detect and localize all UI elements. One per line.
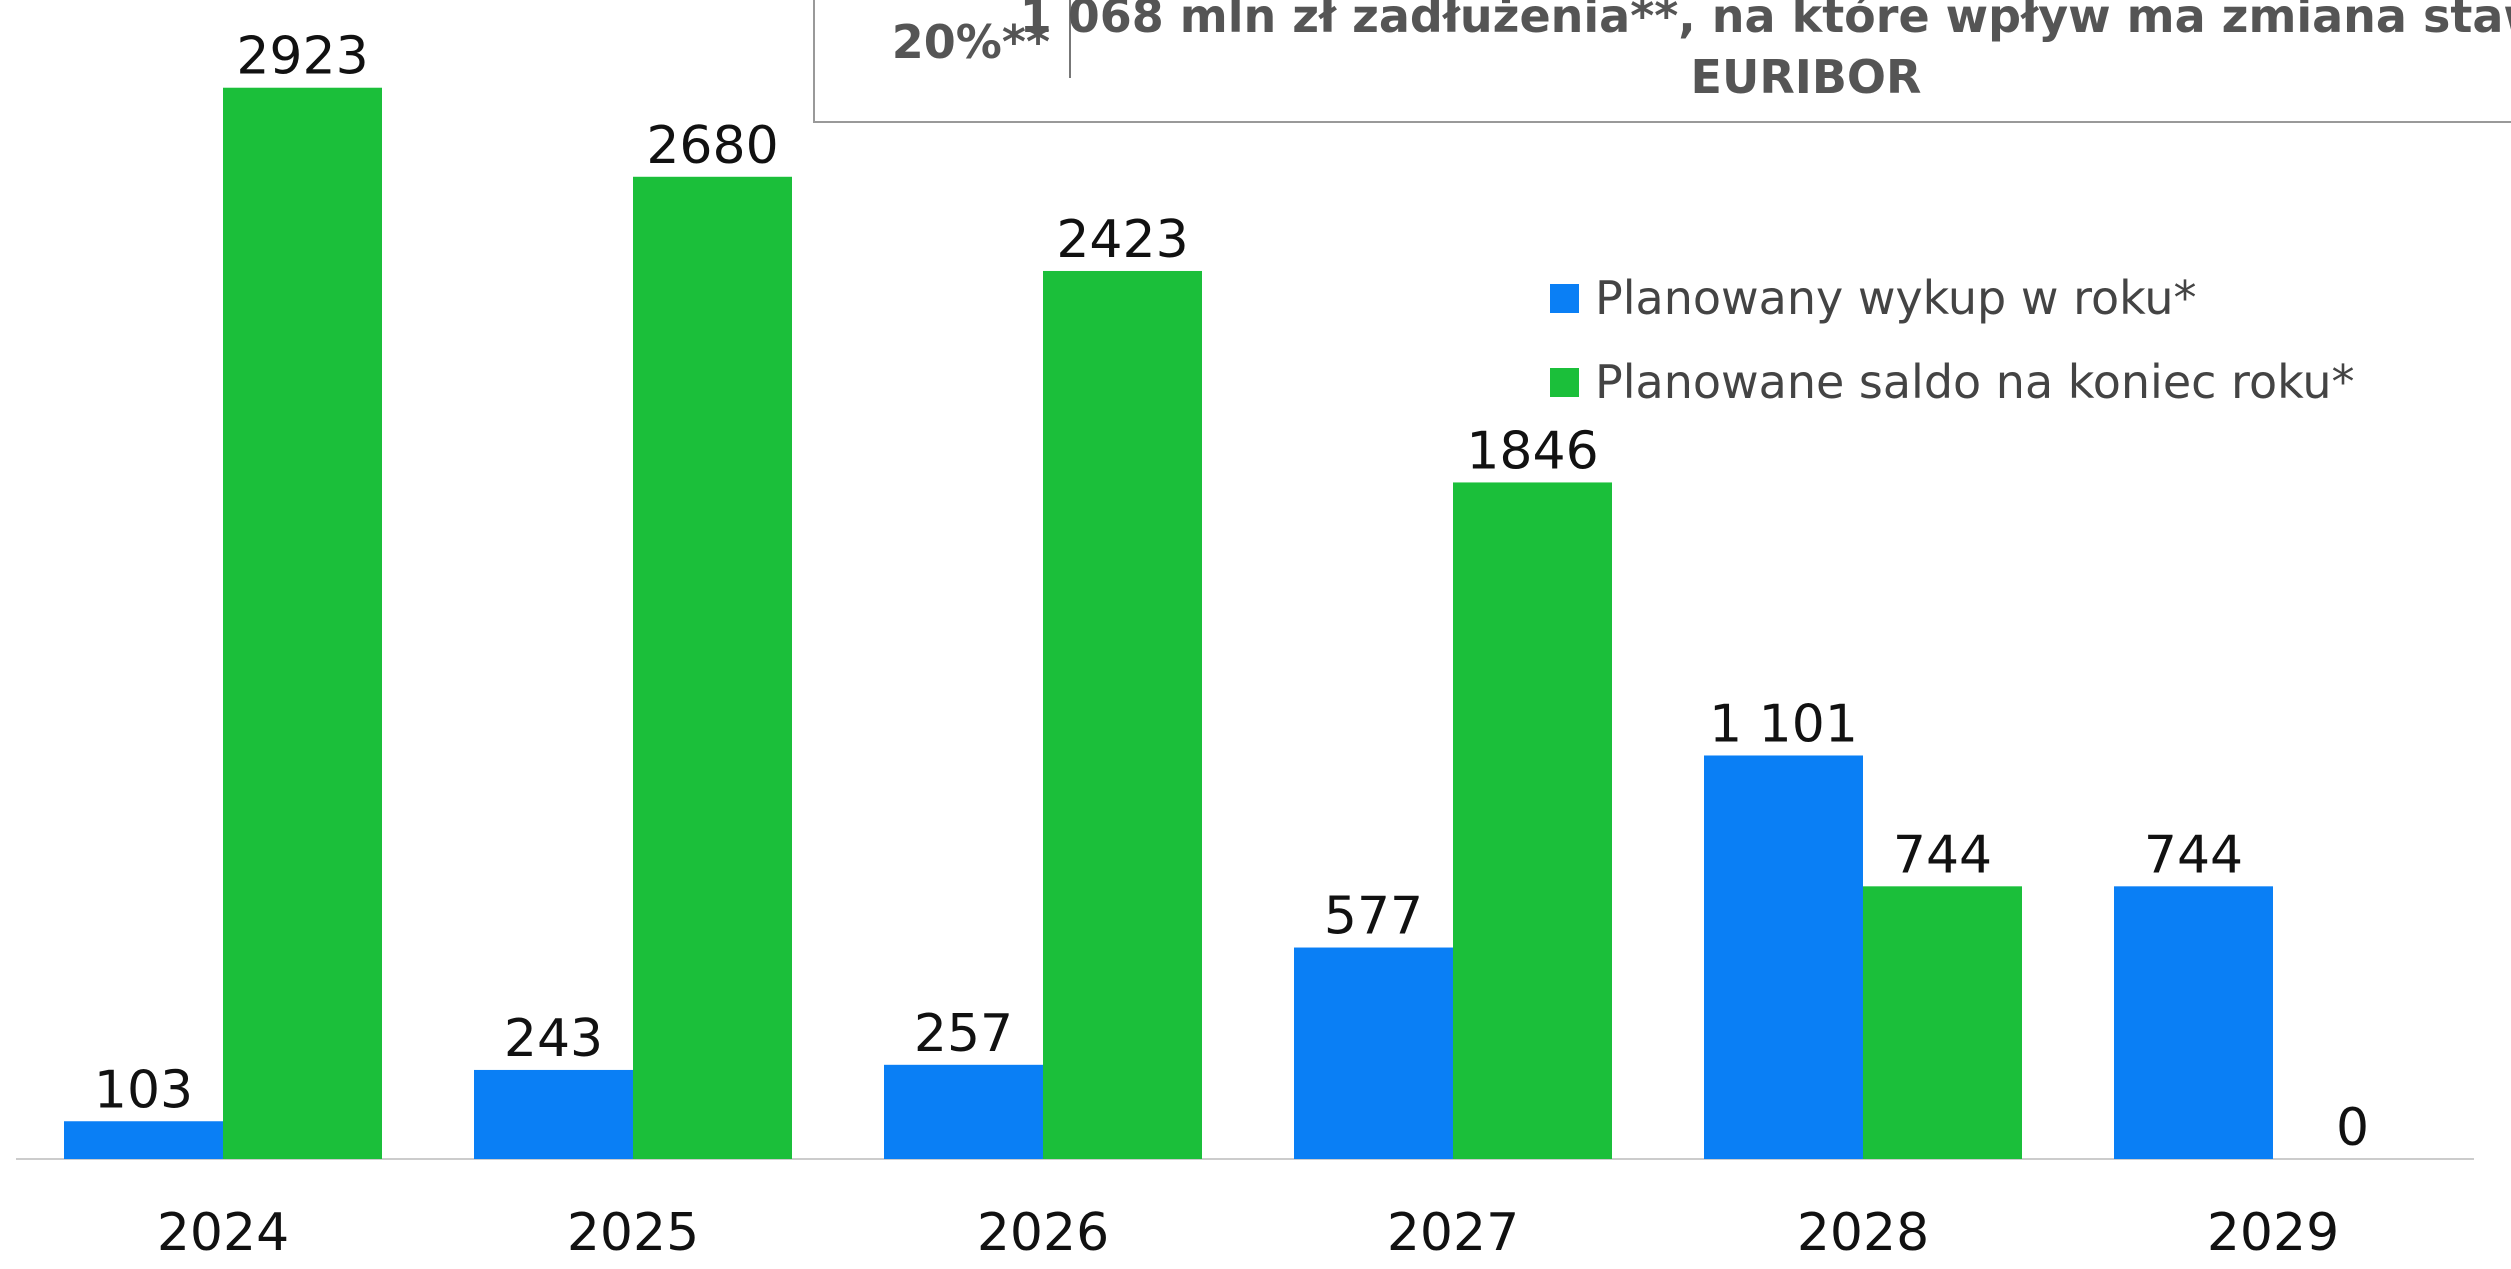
header-line: EURIBOR xyxy=(1691,50,1922,104)
legend-label: Planowane saldo na koniec roku* xyxy=(1595,355,2354,409)
bar xyxy=(474,1069,633,1159)
bar xyxy=(633,176,792,1159)
bar xyxy=(2114,886,2273,1159)
data-label: 2680 xyxy=(646,116,778,176)
data-label: 257 xyxy=(914,1004,1013,1064)
data-label: 2923 xyxy=(236,27,368,87)
header-box xyxy=(813,0,2511,123)
data-label: 243 xyxy=(504,1009,603,1069)
x-tick-label: 2029 xyxy=(2207,1203,2339,1263)
bar xyxy=(1043,270,1202,1160)
x-tick-label: 2027 xyxy=(1387,1203,1519,1263)
legend-swatch xyxy=(1550,284,1579,313)
bar xyxy=(1704,755,1863,1159)
data-label: 1 101 xyxy=(1709,694,1858,754)
bar xyxy=(64,1121,223,1159)
bar xyxy=(1453,482,1612,1159)
x-tick-label: 2025 xyxy=(567,1203,699,1263)
x-tick-label: 2028 xyxy=(1797,1203,1929,1263)
data-label: 2423 xyxy=(1056,210,1188,270)
data-label: 744 xyxy=(2144,825,2243,885)
bar xyxy=(884,1064,1043,1159)
data-label: 1846 xyxy=(1466,421,1598,481)
bar xyxy=(1294,947,1453,1159)
header-line: 1 068 mln zł zadłużenia**, na które wpły… xyxy=(1020,0,2511,43)
header-percent: 20%** xyxy=(892,15,1050,69)
bar xyxy=(1863,886,2022,1159)
data-label: 577 xyxy=(1324,887,1423,947)
x-tick-label: 2024 xyxy=(157,1203,289,1263)
legend-label: Planowany wykup w roku* xyxy=(1595,271,2197,325)
x-tick-label: 2026 xyxy=(977,1203,1109,1263)
legend-swatch xyxy=(1550,368,1579,397)
data-label: 744 xyxy=(1893,825,1992,885)
data-label: 103 xyxy=(94,1060,193,1120)
data-label: 0 xyxy=(2336,1098,2369,1158)
bar xyxy=(223,87,382,1160)
